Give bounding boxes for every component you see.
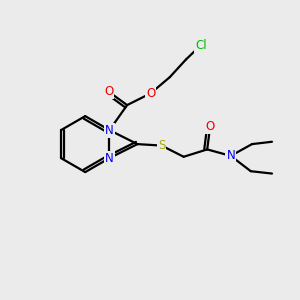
Text: Cl: Cl [195,39,206,52]
Text: O: O [104,85,113,98]
Text: N: N [105,152,114,165]
Text: S: S [158,139,165,152]
Text: N: N [226,149,235,162]
Text: O: O [206,120,215,133]
Text: N: N [105,124,114,136]
Text: O: O [146,87,155,100]
